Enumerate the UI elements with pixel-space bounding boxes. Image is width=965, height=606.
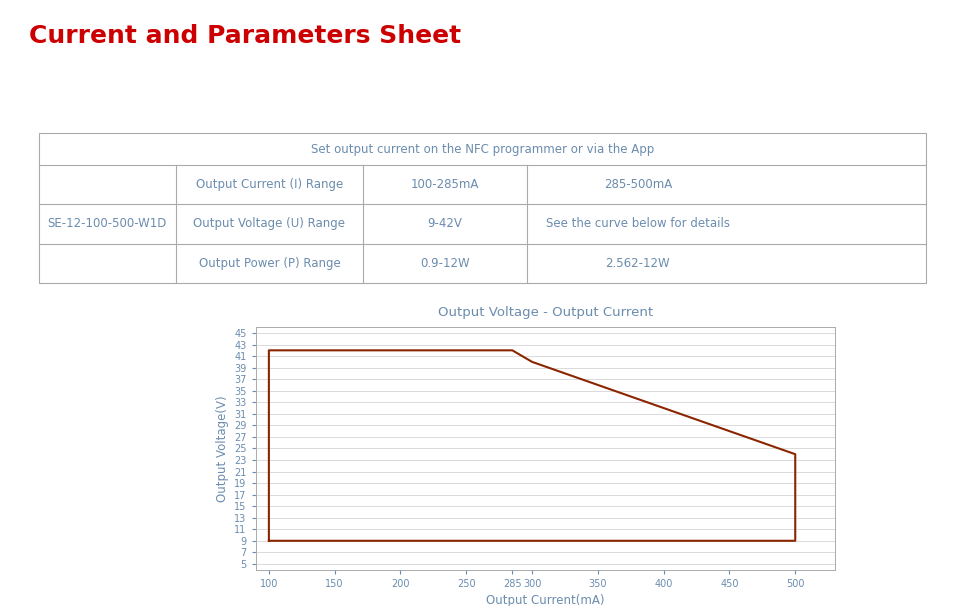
Text: Output Current (I) Range: Output Current (I) Range: [196, 178, 343, 191]
Text: SE-12-100-500-W1D: SE-12-100-500-W1D: [47, 218, 167, 230]
Text: See the curve below for details: See the curve below for details: [546, 218, 730, 230]
Text: Current and Parameters Sheet: Current and Parameters Sheet: [29, 24, 461, 48]
Text: 2.562-12W: 2.562-12W: [606, 257, 670, 270]
Title: Output Voltage - Output Current: Output Voltage - Output Current: [438, 306, 652, 319]
X-axis label: Output Current(mA): Output Current(mA): [486, 594, 604, 606]
Text: 0.9-12W: 0.9-12W: [420, 257, 470, 270]
Text: 285-500mA: 285-500mA: [604, 178, 672, 191]
Text: Output Power (P) Range: Output Power (P) Range: [199, 257, 341, 270]
Text: 100-285mA: 100-285mA: [410, 178, 479, 191]
Y-axis label: Output Voltage(V): Output Voltage(V): [215, 395, 229, 502]
Text: Set output current on the NFC programmer or via the App: Set output current on the NFC programmer…: [311, 142, 654, 156]
Text: Output Voltage (U) Range: Output Voltage (U) Range: [193, 218, 345, 230]
Text: 9-42V: 9-42V: [427, 218, 462, 230]
